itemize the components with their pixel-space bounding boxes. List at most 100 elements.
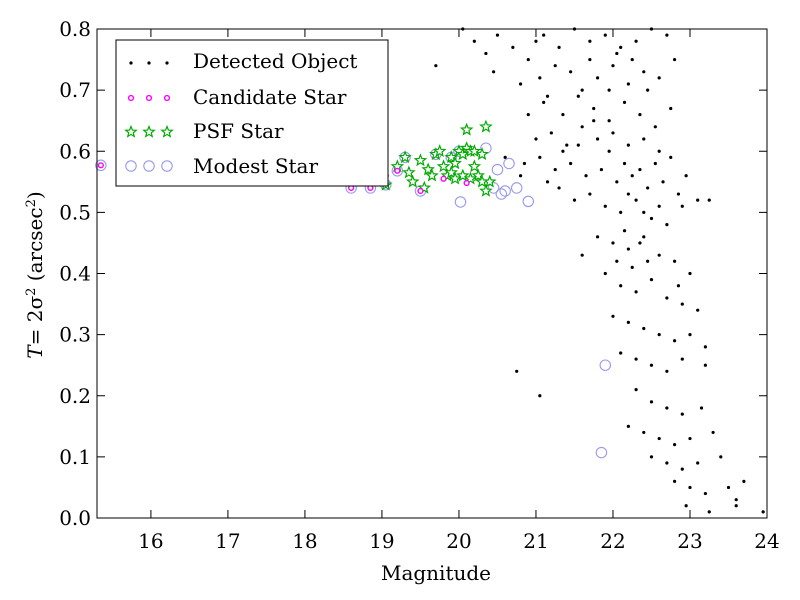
data-point: [638, 241, 642, 245]
data-point: [95, 159, 107, 172]
data-point: [545, 94, 550, 98]
data-point: [479, 119, 493, 133]
data-point: [611, 64, 615, 68]
data-point: [615, 51, 619, 56]
data-point: [592, 106, 596, 111]
data-point: [680, 302, 684, 306]
data-point: [642, 70, 646, 74]
data-point: [492, 70, 496, 74]
data-point: [432, 144, 447, 158]
data-point: [688, 485, 692, 490]
plot-frame: [96, 28, 768, 519]
data-point: [534, 137, 538, 141]
data-point: [688, 271, 692, 276]
y-axis-ticks: 0.0 0.1 0.2 0.3 0.4 0.5 0.6 0.7 0.8: [59, 17, 767, 530]
data-point: [436, 159, 451, 173]
data-point: [607, 149, 611, 153]
data-point: [580, 88, 584, 92]
data-point: [630, 57, 634, 62]
data-point: [699, 406, 704, 410]
data-point: [649, 278, 654, 282]
data-point: [665, 223, 669, 227]
data-point: [495, 188, 508, 200]
data-point: [665, 406, 669, 410]
data-point: [649, 363, 654, 367]
data-point: [611, 314, 615, 318]
data-point: [484, 51, 488, 56]
data-point: [711, 430, 715, 435]
data-point: [565, 143, 569, 147]
y-tick-label: 0.5: [59, 200, 91, 224]
y-tick-label: 0.7: [59, 78, 91, 102]
data-point: [649, 455, 654, 459]
legend-label-detected-object: Detected Object: [193, 49, 357, 73]
data-point: [448, 156, 462, 170]
data-point: [545, 180, 550, 184]
data-point: [626, 143, 630, 147]
data-point: [595, 137, 600, 141]
y-tick-label: 0.1: [59, 445, 91, 469]
data-point: [463, 171, 478, 185]
plot-area: [95, 27, 765, 514]
x-tick-label: 16: [138, 529, 163, 553]
data-point: [634, 39, 638, 43]
data-point: [688, 436, 692, 441]
data-point: [626, 192, 630, 196]
data-point: [588, 39, 592, 43]
data-point: [538, 76, 542, 80]
data-point: [684, 504, 688, 508]
data-point: [595, 76, 600, 80]
data-point: [638, 112, 642, 117]
data-point: [688, 333, 692, 337]
data-point: [626, 247, 630, 251]
data-point: [561, 112, 565, 117]
data-point: [622, 229, 627, 233]
legend-marker-glyph: [127, 94, 135, 102]
data-point: [634, 198, 638, 202]
legend-marker-glyph: [129, 61, 133, 65]
data-point: [665, 296, 669, 300]
data-point: [467, 159, 482, 173]
data-point: [444, 165, 459, 179]
data-point: [676, 284, 681, 288]
data-point: [696, 308, 700, 312]
data-point: [538, 394, 542, 398]
data-point: [719, 455, 723, 459]
data-point: [653, 125, 657, 129]
data-point: [649, 216, 654, 221]
data-point: [707, 510, 711, 514]
data-point: [526, 112, 530, 117]
data-point: [549, 131, 553, 135]
data-point: [611, 241, 615, 245]
legend-marker-candidate-star: [127, 94, 171, 102]
data-point: [417, 180, 432, 194]
data-point: [599, 359, 612, 371]
data-point: [553, 64, 557, 68]
x-axis-ticks: 16 17 18 19 20 21 22 23 24: [138, 29, 780, 553]
data-point: [471, 168, 485, 182]
data-point: [580, 125, 584, 129]
data-point: [622, 100, 627, 104]
x-axis-label: Magnitude: [381, 561, 491, 585]
legend-marker-glyph: [143, 160, 155, 172]
data-point: [557, 186, 561, 190]
data-point: [657, 204, 661, 208]
data-point: [642, 210, 646, 214]
data-point: [672, 259, 677, 263]
data-point: [619, 45, 623, 49]
data-point: [703, 491, 707, 496]
data-point: [642, 137, 646, 141]
data-point: [603, 33, 607, 37]
data-point: [672, 479, 677, 483]
data-point: [503, 157, 515, 170]
data-point: [761, 510, 765, 514]
data-point: [626, 82, 630, 86]
legend-marker-glyph: [147, 61, 151, 65]
data-point: [642, 235, 646, 239]
data-point: [607, 119, 611, 123]
data-point: [413, 153, 428, 167]
data-point: [398, 150, 412, 164]
x-tick-label: 19: [369, 529, 394, 553]
legend-label-modest-star: Modest Star: [193, 154, 318, 178]
x-tick-label: 23: [677, 529, 702, 553]
